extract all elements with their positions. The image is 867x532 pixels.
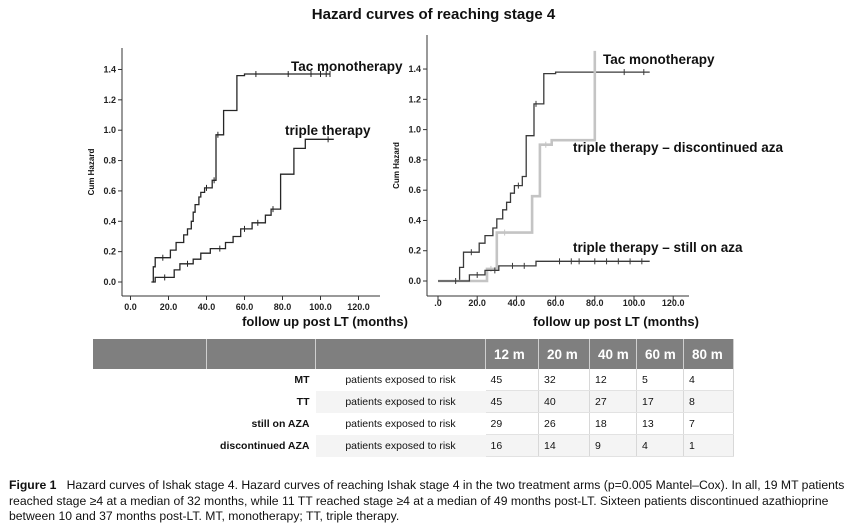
cell-40m: 12 xyxy=(589,369,637,391)
series-label-2: triple therapy xyxy=(285,123,371,138)
figure-title: Hazard curves of reaching stage 4 xyxy=(311,6,556,23)
header-60m: 60 m xyxy=(636,339,684,369)
cell-80m: 7 xyxy=(683,412,734,435)
y-tick-label: 0.2 xyxy=(103,247,116,257)
x-tick-label: 100.0 xyxy=(623,298,646,308)
y-tick-label: 0.6 xyxy=(408,185,421,195)
x-axis-title: follow up post LT (months) xyxy=(533,314,699,329)
header-20m: 20 m xyxy=(538,339,590,369)
y-tick-label: 0.8 xyxy=(408,155,421,165)
series-label-3: triple therapy – still on aza xyxy=(573,240,743,255)
x-tick-label: 80.0 xyxy=(274,302,292,312)
y-tick-label: 1.2 xyxy=(103,95,116,105)
series-line-1 xyxy=(151,73,330,283)
cell-60m: 5 xyxy=(636,369,684,391)
x-tick-label: 100.0 xyxy=(309,302,332,312)
cell-20m: 40 xyxy=(538,390,590,413)
y-tick-label: 1.0 xyxy=(103,125,116,135)
y-tick-label: 1.4 xyxy=(103,64,116,74)
x-tick-label: 20.0 xyxy=(468,298,486,308)
series-line-2 xyxy=(438,50,597,283)
y-axis-title: Cum Hazard xyxy=(392,142,401,189)
row-label: patients exposed to risk xyxy=(345,373,456,386)
header-80m: 80 m xyxy=(683,339,734,369)
y-tick-label: 0.8 xyxy=(103,156,116,166)
x-tick-label: 60.0 xyxy=(236,302,254,312)
series-label-1: Tac monotherapy xyxy=(603,52,715,67)
y-tick-label: 0.4 xyxy=(408,215,421,225)
cell-80m: 4 xyxy=(683,369,734,391)
row-group: TT xyxy=(296,395,310,408)
chart-panel-2: 0.0 0.2 0.4 0.6 0.8 1.0 1.2 1.4 .0 20.0 40.0 60.0 80… xyxy=(392,35,784,329)
cell-40m: 27 xyxy=(589,390,637,413)
series-line-2 xyxy=(153,138,334,283)
header-cell-1 xyxy=(206,339,316,369)
y-tick-label: 0.0 xyxy=(103,277,116,287)
y-tick-label: 0.2 xyxy=(408,246,421,256)
cell-12m: 45 xyxy=(485,390,539,413)
series-label-1: Tac monotherapy xyxy=(291,59,403,74)
cell-12m: 45 xyxy=(485,369,539,391)
header-40m: 40 m xyxy=(589,339,637,369)
cell-20m: 26 xyxy=(538,412,590,435)
cell-60m: 17 xyxy=(636,390,684,413)
cell-12m: 16 xyxy=(485,434,539,457)
row-group: still on AZA xyxy=(251,417,310,430)
y-tick-label: 1.0 xyxy=(408,125,421,135)
table-row: MT patients exposed to risk 45 32 12 5 4 xyxy=(93,369,734,391)
row-label: patients exposed to risk xyxy=(345,417,456,430)
chart-panel-1: 0.0 0.2 0.4 0.6 0.8 1.0 1.2 1.4 0.0 20.0 40.0 60.0 8… xyxy=(87,48,408,329)
table-row: still on AZA patients exposed to risk 29… xyxy=(93,412,734,435)
x-tick-label: 120.0 xyxy=(662,298,685,308)
y-tick-label: 0.6 xyxy=(103,186,116,196)
x-axis-title: follow up post LT (months) xyxy=(242,314,408,329)
caption-label: Figure 1 xyxy=(9,478,57,492)
risk-table-header: 12 m 20 m 40 m 60 m 80 m xyxy=(93,339,734,369)
cell-40m: 9 xyxy=(589,434,637,457)
header-cell-0 xyxy=(93,339,207,369)
table-row: TT patients exposed to risk 45 40 27 17 … xyxy=(93,390,734,413)
cell-80m: 1 xyxy=(683,434,734,457)
row-group: discontinued AZA xyxy=(220,439,310,452)
y-axis-title: Cum Hazard xyxy=(87,149,96,196)
x-tick-label: 60.0 xyxy=(547,298,565,308)
header-12m: 12 m xyxy=(485,339,539,369)
x-tick-label: .0 xyxy=(434,298,442,308)
y-tick-label: 0.0 xyxy=(408,276,421,286)
header-cell-2 xyxy=(315,339,486,369)
y-tick-label: 0.4 xyxy=(103,216,116,226)
table-row: discontinued AZA patients exposed to ris… xyxy=(93,434,734,457)
x-tick-label: 120.0 xyxy=(347,302,370,312)
x-tick-label: 40.0 xyxy=(198,302,216,312)
chart-area: 0.0 0.2 0.4 0.6 0.8 1.0 1.2 1.4 0.0 20.0 40.0 60.0 8… xyxy=(87,35,784,329)
row-group: MT xyxy=(294,373,310,386)
cell-20m: 32 xyxy=(538,369,590,391)
x-tick-label: 0.0 xyxy=(124,302,137,312)
y-tick-label: 1.4 xyxy=(408,64,421,74)
x-tick-label: 80.0 xyxy=(586,298,604,308)
x-tick-label: 20.0 xyxy=(160,302,178,312)
series-line-3 xyxy=(438,260,650,282)
series-label-2: triple therapy – discontinued aza xyxy=(573,140,784,155)
caption-text: Hazard curves of Ishak stage 4. Hazard c… xyxy=(9,478,845,523)
row-label: patients exposed to risk xyxy=(315,434,486,457)
cell-20m: 14 xyxy=(538,434,590,457)
cell-40m: 18 xyxy=(589,412,637,435)
cell-12m: 29 xyxy=(485,412,539,435)
cell-80m: 8 xyxy=(683,390,734,413)
x-tick-label: 40.0 xyxy=(508,298,526,308)
series-line-1 xyxy=(438,71,650,282)
cell-60m: 4 xyxy=(636,434,684,457)
y-tick-label: 1.2 xyxy=(408,94,421,104)
cell-60m: 13 xyxy=(636,412,684,435)
figure-caption: Figure 1 Hazard curves of Ishak stage 4.… xyxy=(9,478,861,525)
risk-table: 12 m 20 m 40 m 60 m 80 m MT patients exp… xyxy=(93,339,734,457)
row-label: patients exposed to risk xyxy=(315,390,486,413)
